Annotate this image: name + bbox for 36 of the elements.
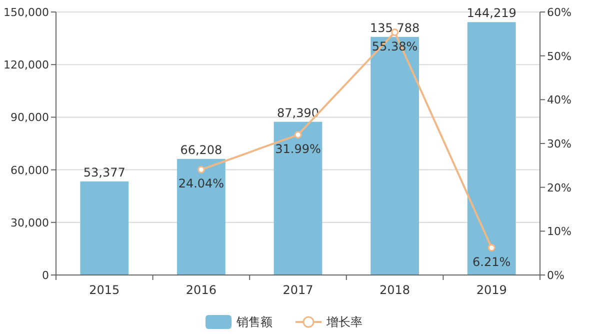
y-tick-label: 60,000	[10, 164, 49, 177]
legend-label: 销售额	[236, 315, 272, 329]
bar	[370, 36, 419, 275]
y2-tick-label: 20%	[547, 181, 572, 194]
y-tick-label: 0	[42, 269, 49, 282]
y2-tick-label: 50%	[547, 50, 572, 63]
y2-tick-label: 10%	[547, 225, 572, 238]
data-label: 66,208	[180, 142, 222, 157]
y2-tick-label: 0%	[547, 269, 564, 282]
data-label: 24.04%	[178, 176, 224, 191]
data-label: 31.99%	[275, 142, 321, 156]
bar	[177, 158, 226, 275]
y-tick-label: 30,000	[10, 216, 49, 230]
x-tick-label: 2018	[380, 283, 410, 297]
y2-tick-label: 60%	[547, 6, 572, 19]
legend-label: 增长率	[326, 315, 362, 329]
y-tick-label: 150,000	[4, 6, 49, 19]
y-tick-label: 120,000	[4, 58, 49, 72]
data-label: 144,219	[466, 6, 516, 20]
y2-tick-label: 30%	[547, 138, 572, 150]
point	[294, 131, 302, 139]
point	[197, 166, 205, 174]
bar	[274, 122, 322, 275]
x-tick-label: 2015	[89, 283, 120, 297]
data-label: 6.21%	[472, 254, 511, 269]
bar	[80, 181, 129, 275]
x-tick-label: 2019	[476, 283, 507, 297]
data-label: 135,788	[370, 20, 420, 35]
data-label: 53,377	[83, 165, 126, 180]
x-tick-label: 2017	[282, 283, 314, 297]
y2-tick-label: 40%	[547, 94, 572, 107]
data-label: 87,390	[277, 106, 319, 120]
point	[488, 244, 496, 252]
y-tick-label: 90,000	[10, 111, 49, 124]
bar	[467, 22, 516, 275]
x-tick-label: 2016	[186, 283, 216, 297]
